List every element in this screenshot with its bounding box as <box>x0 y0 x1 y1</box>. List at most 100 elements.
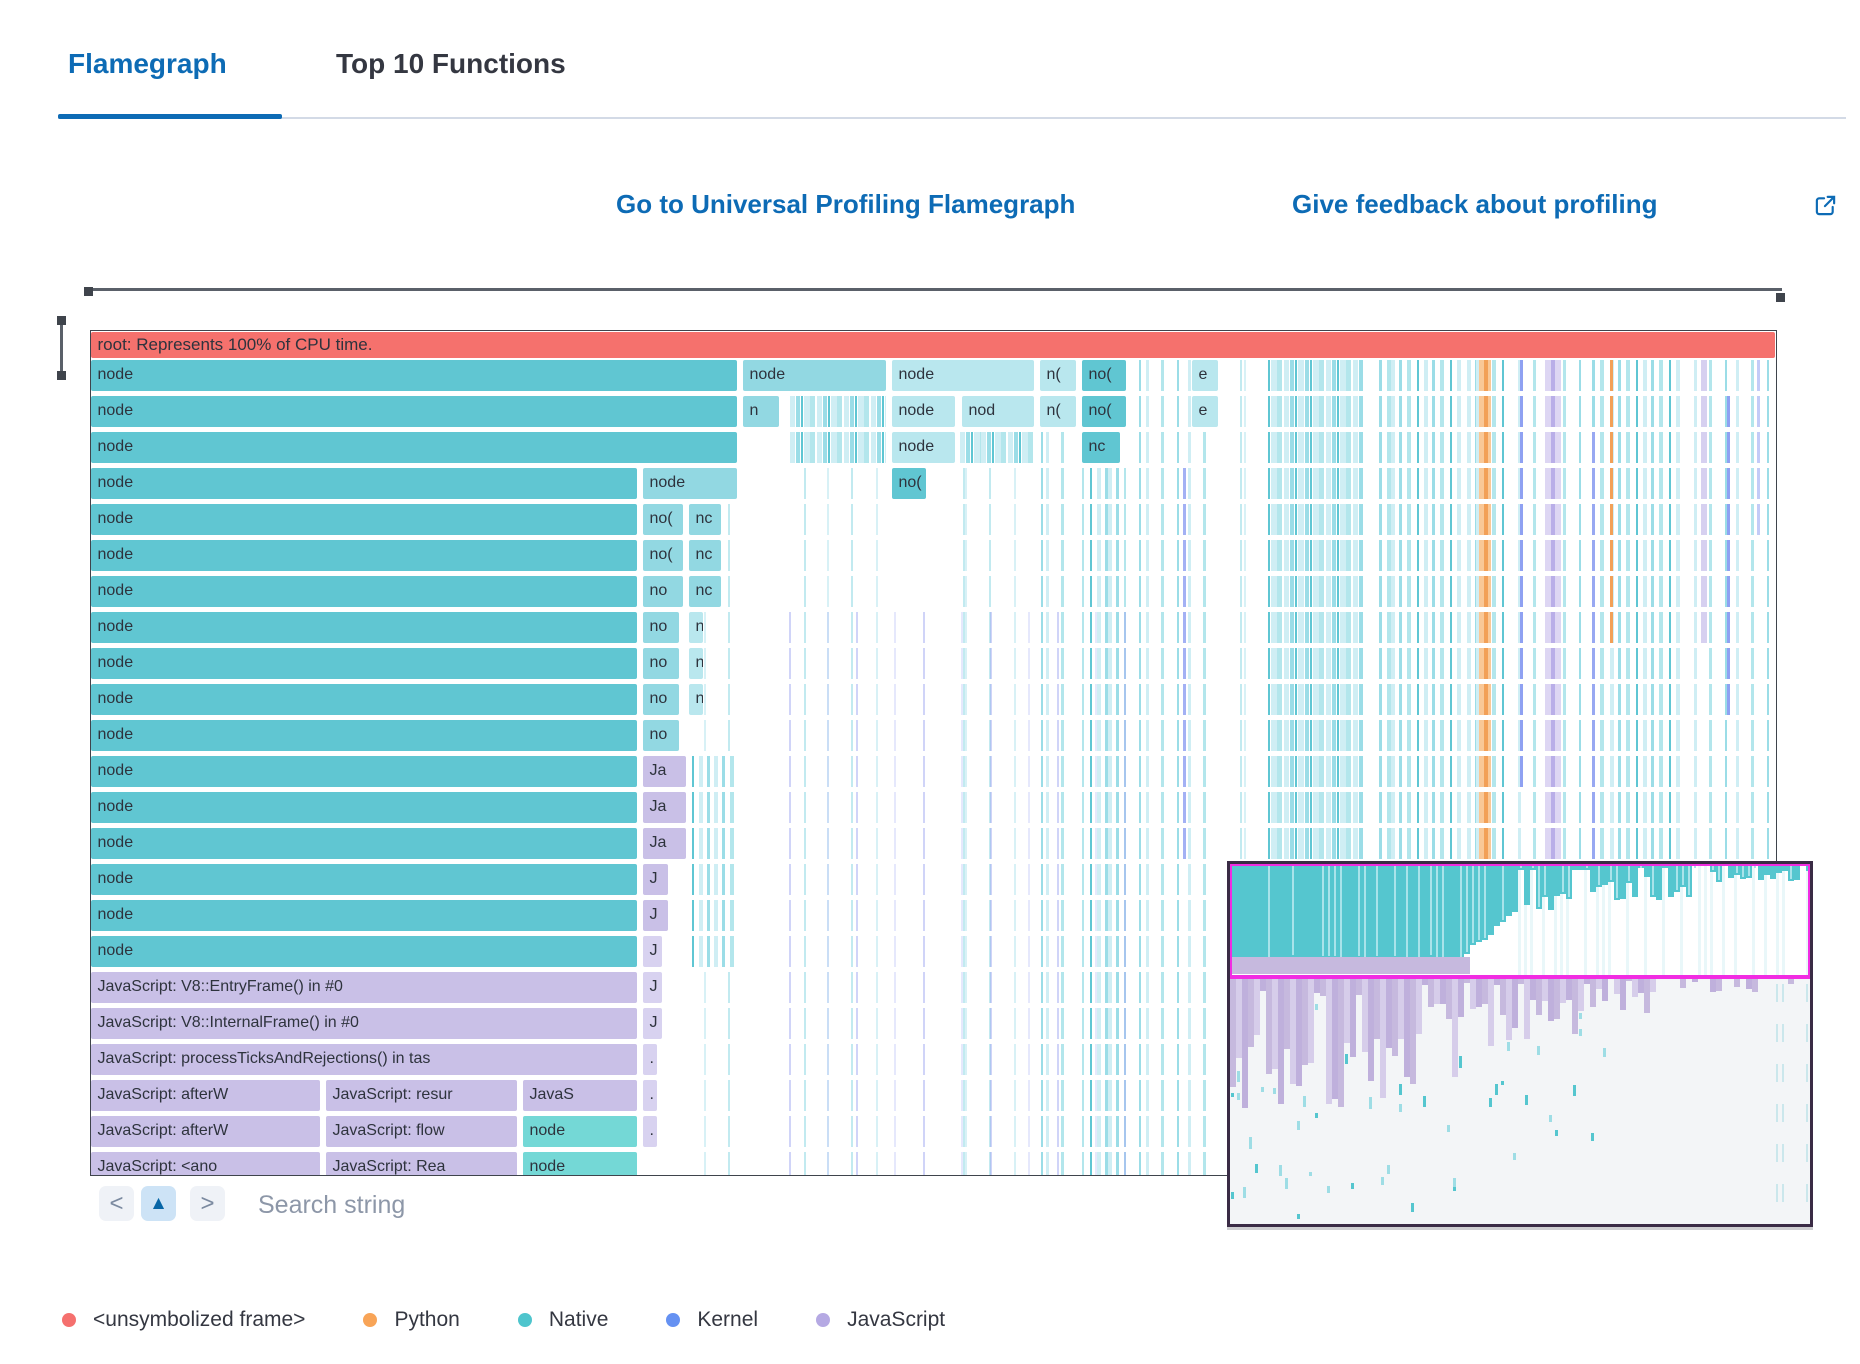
flame-bar[interactable]: node <box>891 431 955 463</box>
flame-bar[interactable]: no( <box>1081 359 1126 391</box>
flame-bar[interactable]: node <box>91 935 637 967</box>
flame-bar[interactable]: JavaScript: processTicksAndRejections() … <box>91 1043 637 1075</box>
flame-bar[interactable]: n <box>688 647 703 679</box>
flame-bar[interactable]: e <box>1191 359 1218 391</box>
flame-bar[interactable]: node <box>91 503 637 535</box>
flame-bar[interactable]: JavaScript: V8::EntryFrame() in #0 <box>91 971 637 1003</box>
flame-bar[interactable]: nc <box>688 539 721 571</box>
minimap-pixel <box>1476 979 1482 1007</box>
flame-bar[interactable]: node <box>742 359 886 391</box>
tab-flamegraph[interactable]: Flamegraph <box>68 48 227 79</box>
flame-bar[interactable]: n <box>742 395 779 427</box>
minimap-pixel <box>1410 957 1416 974</box>
vertical-brush-top-handle[interactable] <box>57 316 66 325</box>
minimap-pixel <box>1542 979 1548 1001</box>
flame-bar[interactable]: no( <box>642 539 683 571</box>
search-input[interactable] <box>256 1186 780 1224</box>
minimap-pixel <box>1718 866 1720 880</box>
flame-bar[interactable]: root: Represents 100% of CPU time. <box>91 331 1775 358</box>
horizontal-brush-line[interactable] <box>90 288 1782 291</box>
flame-bar[interactable]: node <box>91 683 637 715</box>
flame-bar[interactable]: no <box>642 719 679 751</box>
flame-bar[interactable]: Ja <box>642 755 686 787</box>
flame-bar[interactable]: node <box>91 611 637 643</box>
horizontal-brush-left-handle[interactable] <box>84 287 93 296</box>
minimap-viewport[interactable] <box>1230 864 1810 979</box>
flame-bar[interactable]: . <box>642 1043 657 1075</box>
flame-bar[interactable]: node <box>91 575 637 607</box>
legend-label: JavaScript <box>847 1308 946 1331</box>
minimap[interactable] <box>1227 861 1813 1227</box>
flame-bar[interactable]: J <box>642 863 668 895</box>
flame-bar[interactable]: . <box>642 1079 657 1111</box>
flame-bar[interactable]: no <box>642 683 679 715</box>
tab-top-10-functions[interactable]: Top 10 Functions <box>336 48 566 79</box>
flame-bar[interactable]: n( <box>1039 395 1076 427</box>
minimap-pixel <box>1507 1041 1510 1051</box>
flame-bar[interactable]: JavaScript: <ano <box>91 1151 320 1175</box>
flame-bar[interactable]: e <box>1191 395 1218 427</box>
flame-bar[interactable]: node <box>91 827 637 859</box>
search-jump-button[interactable]: ▲ <box>141 1186 176 1221</box>
flame-bar[interactable]: JavaScript: resur <box>325 1079 517 1111</box>
flame-bar[interactable]: no <box>642 575 683 607</box>
flame-bar[interactable]: Ja <box>642 791 686 823</box>
flame-bar[interactable]: node <box>91 647 637 679</box>
flame-bar[interactable]: . <box>642 1115 657 1147</box>
minimap-pixel <box>1506 864 1512 916</box>
flame-bar[interactable]: node <box>522 1151 637 1175</box>
search-next-button[interactable]: > <box>190 1186 225 1221</box>
minimap-pixel <box>1478 866 1480 940</box>
link-give-feedback-about-profiling[interactable]: Give feedback about profiling <box>1292 189 1658 219</box>
flame-bar[interactable]: node <box>91 395 737 427</box>
flame-bar[interactable]: node <box>91 539 637 571</box>
flame-bar[interactable]: node <box>891 359 1034 391</box>
horizontal-brush-right-handle[interactable] <box>1776 293 1785 302</box>
flame-bar[interactable]: no( <box>642 503 683 535</box>
flame-bar[interactable]: J <box>642 971 662 1003</box>
flame-bar[interactable]: JavaScript: flow <box>325 1115 517 1147</box>
flame-bar[interactable]: node <box>91 431 737 463</box>
flame-bar[interactable]: Ja <box>642 827 686 859</box>
flame-bar[interactable]: node <box>91 755 637 787</box>
vertical-brush-line[interactable] <box>60 320 63 376</box>
flame-bar[interactable]: node <box>91 719 637 751</box>
flame-bar[interactable]: node <box>642 467 737 499</box>
flame-bar[interactable]: no( <box>891 467 926 499</box>
minimap-pixel <box>1242 864 1248 959</box>
minimap-pixel <box>1231 1192 1234 1199</box>
flame-bar[interactable]: no( <box>1081 395 1126 427</box>
flame-bar[interactable]: node <box>91 359 737 391</box>
flame-bar[interactable]: J <box>642 899 668 931</box>
flame-bar[interactable]: n( <box>1039 359 1076 391</box>
flame-bar[interactable]: node <box>91 791 637 823</box>
flame-bar[interactable]: nc <box>1081 431 1120 463</box>
flame-bar[interactable]: no <box>642 647 679 679</box>
flamegraph[interactable]: root: Represents 100% of CPU time. node no… <box>90 330 1777 1176</box>
flame-bar[interactable]: no <box>642 611 679 643</box>
flame-bar[interactable]: n <box>688 611 703 643</box>
flame-bar[interactable]: n <box>688 683 703 715</box>
flame-bar[interactable]: nc <box>688 503 721 535</box>
flame-bar[interactable]: JavaScript: afterW <box>91 1079 320 1111</box>
vertical-brush-bottom-handle[interactable] <box>57 371 66 380</box>
flame-bar[interactable]: JavaS <box>522 1079 637 1111</box>
flame-bar[interactable]: node <box>522 1115 637 1147</box>
flame-bar[interactable]: JavaScript: Rea <box>325 1151 517 1175</box>
search-previous-button[interactable]: < <box>99 1186 134 1221</box>
flame-bar[interactable]: node <box>91 899 637 931</box>
legend: <unsymbolized frame> Python Native Kernel Ja… <box>62 1308 945 1332</box>
flame-bar[interactable]: node <box>91 467 637 499</box>
flame-bar[interactable]: nod <box>961 395 1034 427</box>
flame-bar[interactable]: node <box>91 863 637 895</box>
minimap-pixel <box>1254 957 1260 974</box>
flame-bar[interactable]: node <box>891 395 955 427</box>
flame-bar[interactable]: J <box>642 935 662 967</box>
minimap-pixel <box>1628 866 1630 881</box>
flame-bar[interactable]: J <box>642 1007 662 1039</box>
flame-accent-sliver <box>1182 467 1186 859</box>
flame-bar[interactable]: JavaScript: afterW <box>91 1115 320 1147</box>
flame-bar[interactable]: nc <box>688 575 721 607</box>
link-universal-profiling-flamegraph[interactable]: Go to Universal Profiling Flamegraph <box>616 189 1076 219</box>
flame-bar[interactable]: JavaScript: V8::InternalFrame() in #0 <box>91 1007 637 1039</box>
